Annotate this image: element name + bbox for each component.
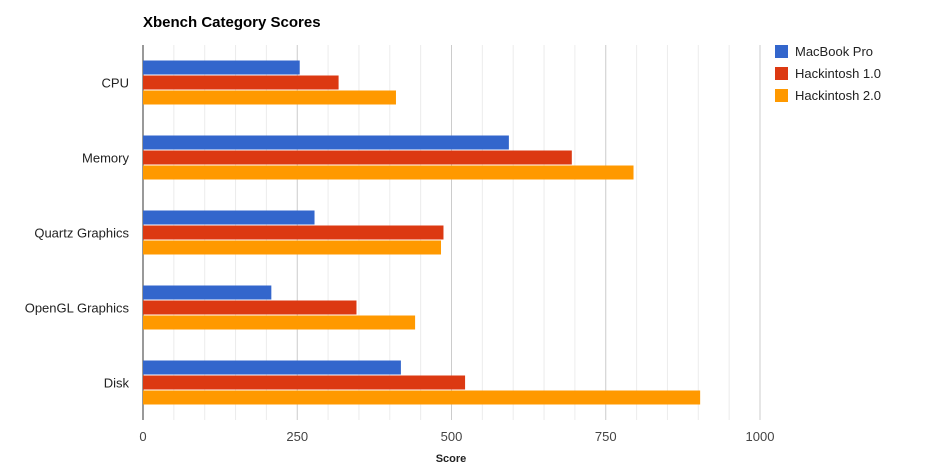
chart-title: Xbench Category Scores	[143, 14, 321, 31]
x-tick-labels: 0 250 500 750 1000	[139, 429, 774, 444]
x-tick-label: 0	[139, 429, 146, 444]
bar-quartz-graphics-hackintosh-1-0	[143, 225, 444, 240]
bar-cpu-hackintosh-2-0	[143, 90, 396, 105]
bar-quartz-graphics-macbook-pro	[143, 210, 315, 225]
category-labels: CPU Memory Quartz Graphics OpenGL Graphics D…	[25, 76, 130, 391]
category-label: Quartz Graphics	[34, 226, 129, 241]
legend-label: MacBook Pro	[795, 44, 873, 59]
category-label: CPU	[102, 76, 129, 91]
bar-cpu-hackintosh-1-0	[143, 75, 339, 90]
legend: MacBook Pro Hackintosh 1.0 Hackintosh 2.0	[775, 44, 881, 103]
bar-memory-macbook-pro	[143, 135, 509, 150]
category-label: OpenGL Graphics	[25, 301, 130, 316]
bar-opengl-graphics-hackintosh-1-0	[143, 300, 357, 315]
legend-swatch	[775, 67, 788, 80]
category-label: Memory	[82, 151, 129, 166]
bar-disk-macbook-pro	[143, 360, 401, 375]
bars	[143, 60, 701, 405]
bar-disk-hackintosh-1-0	[143, 375, 466, 390]
legend-label: Hackintosh 1.0	[795, 66, 881, 81]
legend-label: Hackintosh 2.0	[795, 88, 881, 103]
bar-opengl-graphics-hackintosh-2-0	[143, 315, 416, 330]
x-tick-label: 1000	[746, 429, 775, 444]
x-axis-title: Score	[436, 453, 467, 465]
x-tick-label: 750	[595, 429, 617, 444]
bar-memory-hackintosh-1-0	[143, 150, 572, 165]
legend-swatch	[775, 45, 788, 58]
grid-lines	[142, 45, 761, 420]
x-tick-label: 500	[441, 429, 463, 444]
bar-opengl-graphics-macbook-pro	[143, 285, 272, 300]
bar-quartz-graphics-hackintosh-2-0	[143, 240, 442, 255]
bar-cpu-macbook-pro	[143, 60, 300, 75]
category-label: Disk	[104, 376, 130, 391]
bar-memory-hackintosh-2-0	[143, 165, 634, 180]
bar-disk-hackintosh-2-0	[143, 390, 701, 405]
x-tick-label: 250	[286, 429, 308, 444]
legend-swatch	[775, 89, 788, 102]
